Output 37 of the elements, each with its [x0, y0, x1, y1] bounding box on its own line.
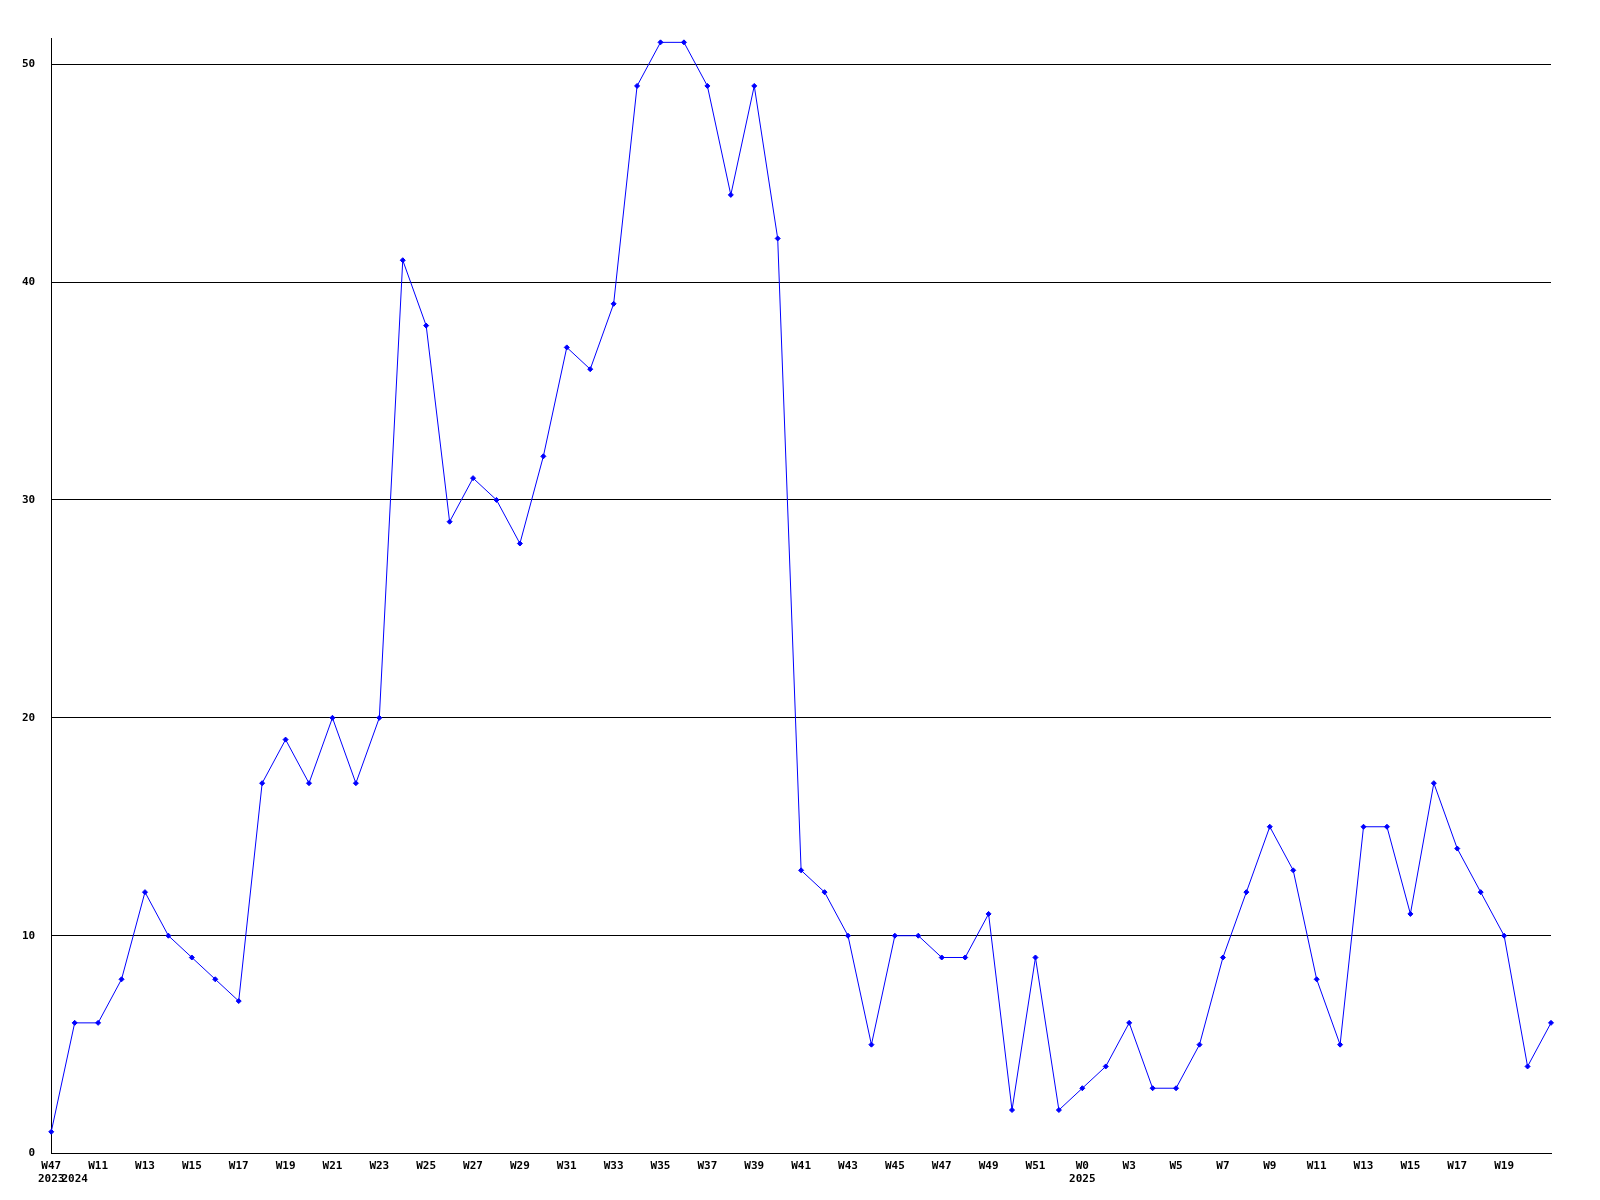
- x-tick-label: W17: [228, 1159, 249, 1173]
- x-tick-label: W49: [978, 1159, 999, 1173]
- x-tick-label: W15: [1400, 1159, 1421, 1173]
- x-tick-label: W5: [1169, 1159, 1183, 1173]
- x-tick-label: W7: [1216, 1159, 1230, 1173]
- x-tick-label: W23: [369, 1159, 390, 1173]
- x-tick-label: W29: [509, 1159, 530, 1173]
- y-tick-label: 0: [28, 1146, 36, 1160]
- x-tick-label: W47: [931, 1159, 952, 1173]
- x-tick-label: W39: [744, 1159, 765, 1173]
- y-tick-label: 20: [22, 710, 36, 724]
- x-tick-label: W45: [884, 1159, 905, 1173]
- x-tick-label: W3: [1122, 1159, 1136, 1173]
- x-tick-label: W21: [322, 1159, 343, 1173]
- x-tick-label: W43: [838, 1159, 858, 1173]
- x-tick-label: W33: [603, 1159, 624, 1173]
- y-tick-label: 30: [22, 492, 36, 506]
- x-tick-label: W19: [275, 1159, 296, 1173]
- x-tick-label: W11: [1306, 1159, 1327, 1173]
- x-tick-label: W11: [88, 1159, 109, 1173]
- x-tick-label: W51: [1025, 1159, 1046, 1173]
- x-tick-label: W19: [1494, 1159, 1515, 1173]
- x-tick-label: W27: [463, 1159, 483, 1173]
- y-tick-label: 40: [22, 274, 36, 288]
- x-tick-label: W9: [1263, 1159, 1277, 1173]
- x-tick-label: W35: [650, 1159, 671, 1173]
- x-tick-label: W37: [697, 1159, 718, 1173]
- x-tick-label: W0 2025: [1069, 1159, 1096, 1186]
- x-tick-label: W13: [135, 1159, 155, 1173]
- x-tick-label: W15: [181, 1159, 202, 1173]
- x-tick-label: W25: [416, 1159, 437, 1173]
- y-tick-label: 50: [22, 57, 36, 71]
- x-tick-label: W31: [556, 1159, 578, 1173]
- x-tick-label: W41: [791, 1159, 812, 1173]
- x-tick-label: W13: [1353, 1159, 1374, 1173]
- x-tick-label: W17: [1447, 1159, 1468, 1173]
- y-tick-label: 10: [22, 928, 36, 942]
